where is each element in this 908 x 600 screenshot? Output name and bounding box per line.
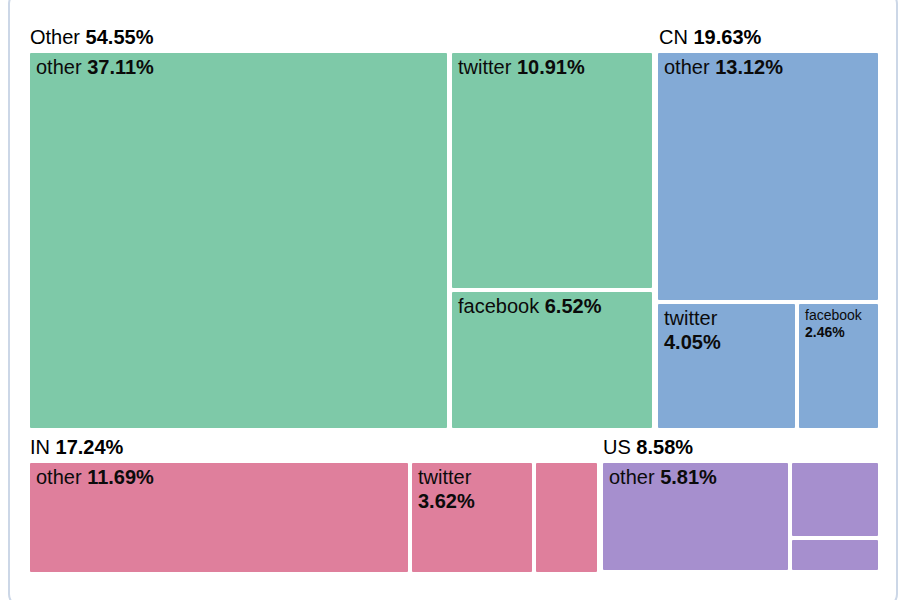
cell-name: twitter bbox=[458, 56, 511, 78]
cell-name: twitter bbox=[418, 466, 471, 488]
cell-name: other bbox=[36, 466, 82, 488]
treemap-cell-in-other[interactable]: other 11.69% bbox=[30, 463, 408, 572]
cell-value: 11.69% bbox=[87, 466, 154, 488]
treemap-cell-cn-other[interactable]: other 13.12% bbox=[658, 53, 878, 300]
cell-value: 10.91% bbox=[517, 56, 585, 78]
treemap-cell-in-unlabeled[interactable] bbox=[536, 463, 597, 572]
cell-name: other bbox=[664, 56, 710, 78]
cell-value: 6.52% bbox=[545, 295, 602, 317]
cell-name: other bbox=[36, 56, 82, 78]
treemap-cell-other-other[interactable]: other 37.11% bbox=[30, 53, 447, 428]
cell-value: 5.81% bbox=[660, 466, 717, 488]
cell-value: 13.12% bbox=[715, 56, 783, 78]
cell-label: other 13.12% bbox=[658, 53, 878, 80]
group-label-other: Other 54.55% bbox=[30, 27, 153, 48]
group-label-cn: CN 19.63% bbox=[659, 27, 761, 48]
treemap-cell-us-unlabeled[interactable] bbox=[792, 463, 878, 536]
treemap-cell-other-twitter[interactable]: twitter 10.91% bbox=[452, 53, 652, 288]
treemap-cell-cn-facebook[interactable]: facebook 2.46% bbox=[799, 304, 878, 428]
cell-name: facebook bbox=[805, 307, 862, 323]
treemap-cell-in-twitter[interactable]: twitter 3.62% bbox=[412, 463, 532, 572]
cell-label: facebook 6.52% bbox=[452, 292, 652, 319]
group-name: CN bbox=[659, 26, 688, 48]
cell-value: 4.05% bbox=[664, 331, 791, 355]
group-label-in: IN 17.24% bbox=[30, 437, 123, 458]
treemap-cell-us-unlabeled[interactable] bbox=[792, 540, 878, 570]
cell-label: other 37.11% bbox=[30, 53, 447, 80]
cell-label: twitter 10.91% bbox=[452, 53, 652, 80]
group-name: IN bbox=[30, 436, 50, 458]
treemap: Other 54.55%other 37.11%twitter 10.91%fa… bbox=[0, 0, 908, 600]
cell-name: other bbox=[609, 466, 655, 488]
group-value: 54.55% bbox=[86, 26, 154, 48]
cell-name: twitter bbox=[664, 307, 717, 329]
cell-name: facebook bbox=[458, 295, 539, 317]
group-value: 8.58% bbox=[636, 436, 693, 458]
treemap-cell-cn-twitter[interactable]: twitter 4.05% bbox=[658, 304, 795, 428]
cell-label: other 5.81% bbox=[603, 463, 788, 490]
cell-label: twitter 4.05% bbox=[658, 304, 795, 354]
cell-value: 37.11% bbox=[87, 56, 154, 78]
cell-label: twitter 3.62% bbox=[412, 463, 532, 513]
treemap-cell-us-other[interactable]: other 5.81% bbox=[603, 463, 788, 570]
treemap-cell-other-facebook[interactable]: facebook 6.52% bbox=[452, 292, 652, 428]
cell-label: other 11.69% bbox=[30, 463, 408, 490]
group-label-us: US 8.58% bbox=[603, 437, 693, 458]
group-value: 19.63% bbox=[693, 26, 761, 48]
group-name: US bbox=[603, 436, 631, 458]
page: Other 54.55%other 37.11%twitter 10.91%fa… bbox=[0, 0, 908, 600]
cell-value: 2.46% bbox=[805, 324, 874, 341]
group-name: Other bbox=[30, 26, 80, 48]
cell-value: 3.62% bbox=[418, 490, 528, 514]
cell-label: facebook 2.46% bbox=[799, 304, 878, 340]
group-value: 17.24% bbox=[56, 436, 124, 458]
